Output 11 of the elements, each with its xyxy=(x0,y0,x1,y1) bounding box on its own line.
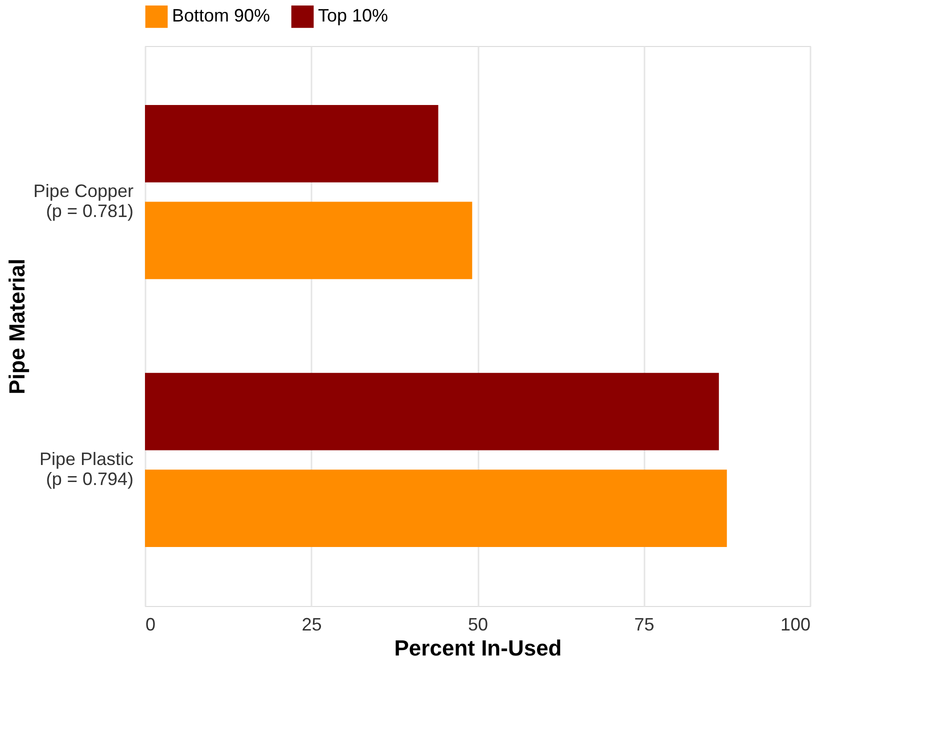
y-tick-label: Pipe Copper (p = 0.781) xyxy=(33,181,134,222)
x-axis-title: Percent In-Used xyxy=(394,636,562,660)
legend-label: Bottom 90% xyxy=(172,6,270,26)
x-tick-label: 100 xyxy=(780,614,810,634)
y-tick-label: Pipe Plastic (p = 0.794) xyxy=(39,448,134,489)
x-tick-label: 75 xyxy=(634,614,654,634)
x-tick-label: 50 xyxy=(468,614,488,634)
x-tick-label: 0 xyxy=(146,614,156,634)
x-tick-label: 25 xyxy=(302,614,322,634)
y-axis-title: Pipe Material xyxy=(4,258,30,394)
legend-label: Top 10% xyxy=(318,6,388,26)
